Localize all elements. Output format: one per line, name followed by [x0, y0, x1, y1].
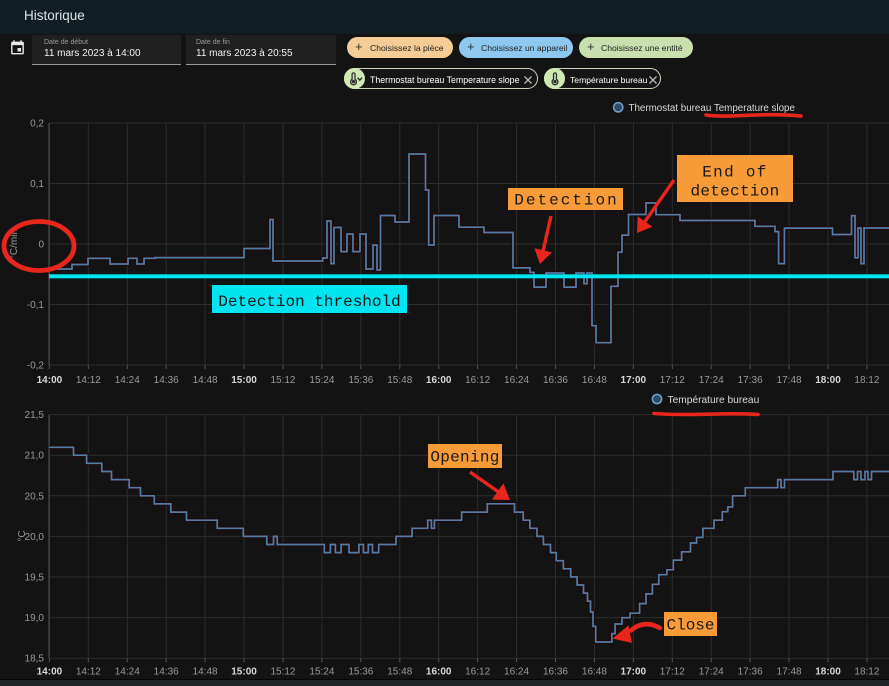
svg-text:Detection: Detection — [514, 192, 618, 210]
svg-text:19,5: 19,5 — [25, 573, 45, 584]
svg-text:Close: Close — [666, 617, 714, 635]
svg-text:15:36: 15:36 — [348, 667, 373, 678]
svg-text:14:12: 14:12 — [76, 375, 101, 386]
svg-text:18,5: 18,5 — [25, 654, 45, 665]
svg-text:17:36: 17:36 — [738, 667, 763, 678]
svg-text:15:36: 15:36 — [348, 375, 373, 386]
svg-text:16:12: 16:12 — [465, 375, 490, 386]
svg-text:15:12: 15:12 — [270, 667, 295, 678]
svg-text:14:36: 14:36 — [154, 375, 179, 386]
svg-text:16:24: 16:24 — [504, 667, 529, 678]
svg-text:16:12: 16:12 — [465, 667, 490, 678]
svg-text:Thermostat bureau Temperature: Thermostat bureau Temperature slope — [629, 103, 796, 114]
svg-text:End of: End of — [702, 164, 767, 182]
svg-text:14:00: 14:00 — [37, 667, 63, 678]
svg-text:15:12: 15:12 — [270, 375, 295, 386]
svg-text:17:12: 17:12 — [660, 667, 685, 678]
svg-text:16:00: 16:00 — [426, 667, 452, 678]
svg-text:15:24: 15:24 — [309, 667, 334, 678]
svg-text:17:00: 17:00 — [621, 375, 647, 386]
svg-text:16:48: 16:48 — [582, 667, 607, 678]
svg-text:17:24: 17:24 — [699, 667, 724, 678]
svg-text:Opening: Opening — [430, 449, 499, 467]
svg-text:15:48: 15:48 — [387, 667, 412, 678]
svg-text:18:12: 18:12 — [854, 667, 879, 678]
svg-text:0,2: 0,2 — [30, 119, 44, 130]
svg-text:0: 0 — [38, 240, 44, 251]
svg-text:17:48: 17:48 — [777, 667, 802, 678]
svg-text:14:24: 14:24 — [115, 667, 140, 678]
svg-text:17:36: 17:36 — [738, 375, 763, 386]
svg-text:16:36: 16:36 — [543, 667, 568, 678]
svg-text:°C: °C — [17, 530, 28, 541]
svg-text:Température bureau: Température bureau — [668, 395, 760, 406]
svg-text:0,1: 0,1 — [30, 179, 44, 190]
svg-text:15:00: 15:00 — [231, 375, 257, 386]
svg-text:16:48: 16:48 — [582, 375, 607, 386]
svg-text:14:48: 14:48 — [193, 375, 218, 386]
svg-text:17:48: 17:48 — [777, 375, 802, 386]
svg-text:14:36: 14:36 — [154, 667, 179, 678]
svg-text:16:00: 16:00 — [426, 375, 452, 386]
svg-text:14:48: 14:48 — [193, 667, 218, 678]
svg-text:17:00: 17:00 — [621, 667, 647, 678]
svg-text:20,0: 20,0 — [25, 532, 45, 543]
svg-text:16:24: 16:24 — [504, 375, 529, 386]
svg-text:15:00: 15:00 — [231, 667, 257, 678]
svg-text:-0,1: -0,1 — [27, 300, 45, 311]
svg-text:21,5: 21,5 — [25, 410, 45, 421]
svg-text:detection: detection — [690, 183, 779, 201]
svg-text:18:00: 18:00 — [815, 375, 841, 386]
svg-text:15:24: 15:24 — [309, 375, 334, 386]
svg-text:°C/min: °C/min — [9, 229, 20, 259]
svg-text:Detection threshold: Detection threshold — [218, 293, 400, 311]
svg-text:18:00: 18:00 — [815, 667, 841, 678]
svg-text:-0,2: -0,2 — [27, 361, 45, 372]
svg-text:14:12: 14:12 — [76, 667, 101, 678]
svg-text:20,5: 20,5 — [25, 491, 45, 502]
svg-text:17:24: 17:24 — [699, 375, 724, 386]
svg-text:17:12: 17:12 — [660, 375, 685, 386]
svg-text:19,0: 19,0 — [25, 613, 45, 624]
svg-text:14:24: 14:24 — [115, 375, 140, 386]
svg-text:16:36: 16:36 — [543, 375, 568, 386]
svg-text:15:48: 15:48 — [387, 375, 412, 386]
svg-text:14:00: 14:00 — [37, 375, 63, 386]
svg-text:21,0: 21,0 — [25, 451, 45, 462]
svg-text:18:12: 18:12 — [854, 375, 879, 386]
